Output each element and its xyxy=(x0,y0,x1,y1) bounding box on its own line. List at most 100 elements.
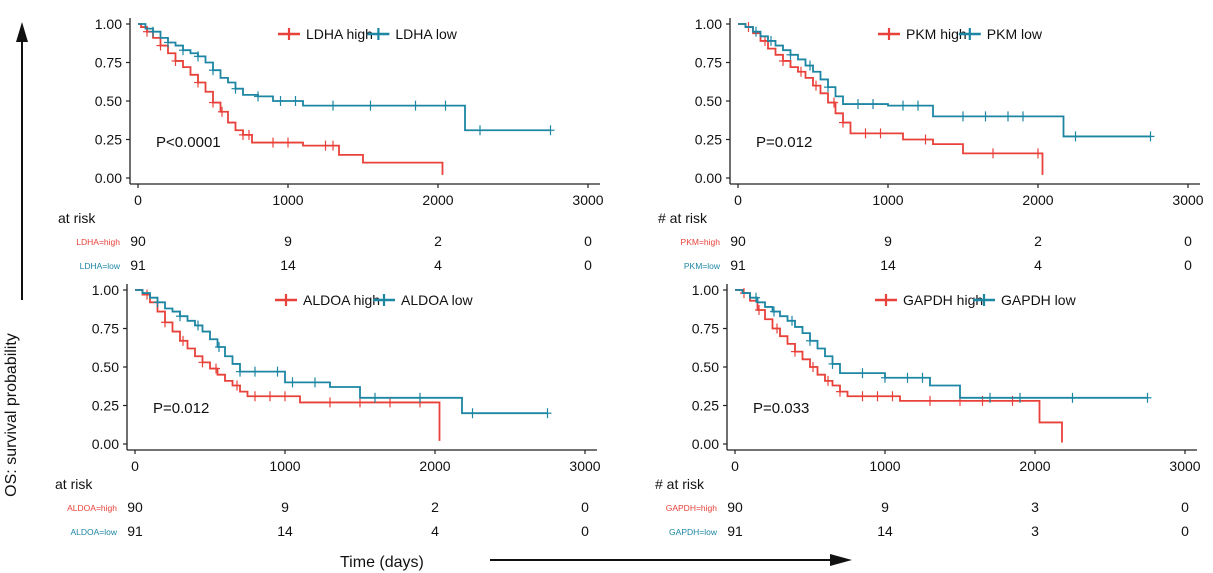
risk-count: 0 xyxy=(1184,233,1192,249)
risk-count: 3 xyxy=(1031,499,1039,515)
p-value-label: P=0.012 xyxy=(756,134,812,151)
y-tick-label: 0.00 xyxy=(695,170,722,186)
risk-row-label-high: ALDOA=high xyxy=(67,503,117,513)
p-value-label: P=0.012 xyxy=(153,400,209,417)
y-tick-label: 0.00 xyxy=(95,170,122,186)
x-tick-label: 2000 xyxy=(1019,458,1050,474)
risk-table: at risk ALDOA=high 90 9 2 0 ALDOA=low 91 14 4 0 xyxy=(55,476,589,539)
x-tick-label: 0 xyxy=(734,192,742,208)
y-tick-label: 0.25 xyxy=(95,132,122,148)
risk-count: 91 xyxy=(127,523,143,539)
legend-label-high: PKM high xyxy=(906,26,967,42)
x-tick-label: 3000 xyxy=(569,458,600,474)
axes: 0.00 0.25 0.50 0.75 1.00 0 1000 2000 3000 xyxy=(92,282,601,474)
x-tick-label: 2000 xyxy=(419,458,450,474)
legend-label-high: LDHA high xyxy=(306,26,373,42)
risk-count: 9 xyxy=(281,499,289,515)
legend: LDHA high LDHA low xyxy=(278,26,458,42)
y-tick-label: 0.25 xyxy=(695,132,722,148)
km-panel-2: 0.00 0.25 0.50 0.75 1.00 0 1000 2000 3000 PKM hig… xyxy=(658,16,1204,273)
x-tick-label: 0 xyxy=(731,458,739,474)
risk-count: 14 xyxy=(277,523,293,539)
km-curve-low xyxy=(138,23,551,132)
km-panel-3: 0.00 0.25 0.50 0.75 1.00 0 1000 2000 3000 ALDOA h… xyxy=(55,282,601,539)
risk-count: 91 xyxy=(730,257,746,273)
x-tick-label: 3000 xyxy=(1169,458,1200,474)
y-tick-label: 0.75 xyxy=(695,55,722,71)
x-tick-label: 3000 xyxy=(1172,192,1203,208)
y-tick-label: 0.00 xyxy=(92,436,119,452)
risk-count: 9 xyxy=(884,233,892,249)
risk-row-label-high: PKM=high xyxy=(681,237,721,247)
risk-count: 90 xyxy=(127,499,143,515)
y-tick-label: 1.00 xyxy=(92,282,119,298)
risk-table-header: at risk xyxy=(58,210,96,226)
risk-count: 90 xyxy=(130,233,146,249)
risk-count: 0 xyxy=(584,257,592,273)
risk-count: 2 xyxy=(434,233,442,249)
y-tick-label: 0.75 xyxy=(92,321,119,337)
risk-count: 9 xyxy=(881,499,889,515)
x-tick-label: 1000 xyxy=(872,192,903,208)
legend-label-low: PKM low xyxy=(987,26,1043,42)
x-tick-label: 0 xyxy=(134,192,142,208)
global-x-label: Time (days) xyxy=(340,554,424,571)
risk-count: 4 xyxy=(431,523,439,539)
risk-table-header: # at risk xyxy=(658,210,708,226)
risk-row-label-low: ALDOA=low xyxy=(70,527,117,537)
risk-count: 2 xyxy=(1034,233,1042,249)
legend-label-low: LDHA low xyxy=(395,26,457,42)
x-tick-label: 1000 xyxy=(869,458,900,474)
risk-count: 4 xyxy=(434,257,442,273)
x-tick-label: 1000 xyxy=(269,458,300,474)
global-x-arrow xyxy=(490,554,852,566)
risk-table: # at risk GAPDH=high 90 9 3 0 GAPDH=low 91 14 3 0 xyxy=(655,476,1189,539)
risk-count: 0 xyxy=(584,233,592,249)
risk-table-header: # at risk xyxy=(655,476,705,492)
y-tick-label: 0.75 xyxy=(95,55,122,71)
risk-count: 91 xyxy=(130,257,146,273)
global-y-label: OS: survival probability xyxy=(3,333,20,497)
y-tick-label: 1.00 xyxy=(95,16,122,32)
risk-table: at risk LDHA=high 90 9 2 0 LDHA=low 91 14 4 0 xyxy=(58,210,592,273)
risk-count: 0 xyxy=(1184,257,1192,273)
risk-count: 2 xyxy=(431,499,439,515)
axes: 0.00 0.25 0.50 0.75 1.00 0 1000 2000 3000 xyxy=(692,282,1201,474)
risk-count: 0 xyxy=(1181,523,1189,539)
y-tick-label: 0.75 xyxy=(692,321,719,337)
km-curve-high xyxy=(735,289,1063,443)
risk-row-label-low: GAPDH=low xyxy=(669,527,718,537)
x-tick-label: 3000 xyxy=(572,192,603,208)
x-tick-label: 1000 xyxy=(272,192,303,208)
risk-table: # at risk PKM=high 90 9 2 0 PKM=low 91 14 4 0 xyxy=(658,210,1192,273)
risk-count: 90 xyxy=(727,499,743,515)
y-tick-label: 0.00 xyxy=(692,436,719,452)
y-tick-label: 1.00 xyxy=(692,282,719,298)
risk-count: 0 xyxy=(581,523,589,539)
risk-count: 0 xyxy=(581,499,589,515)
km-panel-1: 0.00 0.25 0.50 0.75 1.00 0 1000 2000 3000 LDHA hi… xyxy=(58,16,604,273)
risk-row-label-low: LDHA=low xyxy=(80,261,121,271)
km-curve-low xyxy=(135,289,548,415)
p-value-label: P=0.033 xyxy=(753,400,809,417)
risk-count: 14 xyxy=(280,257,296,273)
legend-label-low: GAPDH low xyxy=(1001,292,1077,308)
risk-count: 91 xyxy=(727,523,743,539)
y-tick-label: 1.00 xyxy=(695,16,722,32)
risk-count: 4 xyxy=(1034,257,1042,273)
legend: ALDOA high ALDOA low xyxy=(275,292,473,308)
risk-row-label-high: LDHA=high xyxy=(76,237,120,247)
legend-label-low: ALDOA low xyxy=(401,292,473,308)
risk-table-header: at risk xyxy=(55,476,93,492)
risk-count: 14 xyxy=(877,523,893,539)
km-curve-high xyxy=(135,289,441,441)
legend: GAPDH high GAPDH low xyxy=(875,292,1077,308)
risk-row-label-high: GAPDH=high xyxy=(666,503,718,513)
x-tick-label: 2000 xyxy=(1022,192,1053,208)
risk-count: 90 xyxy=(730,233,746,249)
y-tick-label: 0.25 xyxy=(692,398,719,414)
legend-label-high: ALDOA high xyxy=(303,292,380,308)
y-tick-label: 0.25 xyxy=(92,398,119,414)
risk-row-label-low: PKM=low xyxy=(684,261,721,271)
